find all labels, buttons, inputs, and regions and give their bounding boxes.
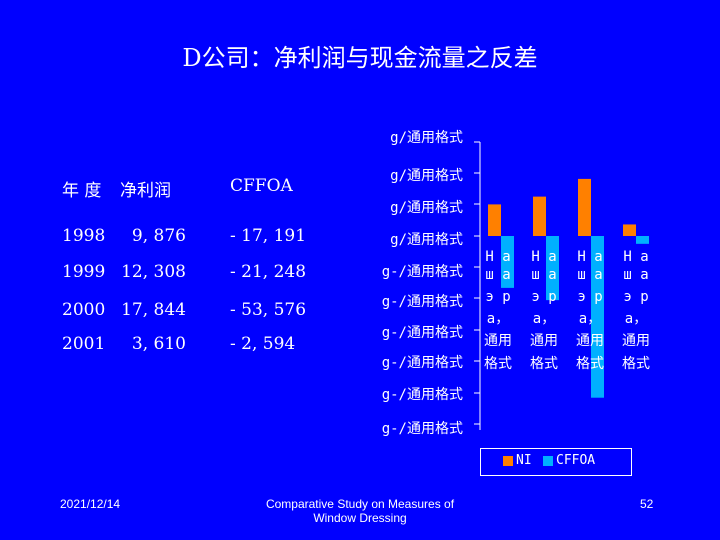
table-cell-cffoa: - 2, 594 (230, 334, 296, 354)
footer-caption-line1: Comparative Study on Measures of (265, 497, 455, 511)
y-tick-label: g-/通用格式 (381, 294, 463, 310)
table-cell-net-income: 17, 844 (121, 300, 186, 320)
y-tick-label: g-/通用格式 (381, 421, 463, 437)
y-tick-label: g-/通用格式 (381, 325, 463, 341)
y-tick-label: g-/通用格式 (381, 355, 463, 371)
category-label-1999: ш а (531, 267, 557, 283)
footer-caption-line2: Window Dressing (313, 511, 407, 525)
chart-axes (474, 141, 481, 430)
table-cell-year: 2000 (62, 300, 106, 320)
table-cell-net-income: 9, 876 (131, 226, 186, 246)
category-label-2001: 通用 (622, 333, 650, 349)
table-header-net-income: 净利润 (120, 181, 171, 201)
category-label-2000: Н а (577, 249, 603, 265)
category-label-1998: 通用 (484, 333, 512, 349)
table-cell-net-income: 12, 308 (121, 262, 186, 282)
bar-cffoa-1998 (501, 236, 514, 288)
bar-ni-2001 (623, 224, 636, 236)
table-cell-cffoa: - 53, 576 (230, 300, 307, 320)
category-label-2000: ш а (577, 267, 603, 283)
bar-cffoa-1999 (546, 236, 559, 301)
y-tick-label: g/通用格式 (390, 130, 463, 146)
category-label-1998: Н а (485, 249, 511, 265)
bar-group (488, 178, 649, 398)
y-tick-label: g/通用格式 (390, 232, 463, 248)
y-tick-label: g-/通用格式 (381, 387, 463, 403)
footer-caption: Comparative Study on Measures of Window … (240, 497, 480, 525)
category-label-2001: 格式 (622, 356, 650, 372)
category-label-1998: ш а (485, 267, 511, 283)
category-label-2000: э р (577, 289, 603, 305)
category-label-2000: 通用 (576, 333, 604, 349)
chart-legend: NI CFFOA (480, 448, 632, 476)
y-tick-label: g-/通用格式 (381, 264, 463, 280)
table-header-year: 年 度 (62, 181, 102, 201)
table-cell-year: 1999 (62, 262, 106, 282)
bar-ni-1999 (533, 196, 546, 236)
category-label-2001: Н а (623, 249, 649, 265)
page-number: 52 (640, 497, 654, 511)
legend-swatch-ni (503, 456, 513, 466)
y-tick-label: g/通用格式 (390, 200, 463, 216)
category-label-1999: а， (532, 311, 556, 327)
table-cell-net-income: 3, 610 (131, 334, 186, 354)
bar-cffoa-2001 (636, 236, 649, 244)
bar-ni-1998 (488, 204, 501, 236)
legend-label-ni: NI (516, 453, 532, 468)
category-label-2001: ш а (623, 267, 649, 283)
table-cell-cffoa: - 21, 248 (230, 262, 307, 282)
category-label-1998: э р (485, 289, 511, 305)
legend-swatch-cffoa (543, 456, 553, 466)
table-cell-year: 2001 (62, 334, 106, 354)
y-tick-label: g/通用格式 (390, 168, 463, 184)
category-label-2001: а， (624, 311, 648, 327)
category-label-2001: э р (623, 289, 649, 305)
category-label-2000: а， (578, 311, 602, 327)
footer-date: 2021/12/14 (60, 497, 121, 511)
legend-label-cffoa: CFFOA (556, 453, 596, 468)
bar-ni-2000 (578, 178, 591, 236)
table-cell-year: 1998 (62, 226, 106, 246)
category-label-1998: 格式 (484, 356, 512, 372)
slide-title: D公司：净利润与现金流量之反差 (182, 44, 538, 72)
category-label-1999: 通用 (530, 333, 558, 349)
table-header-cffoa: CFFOA (230, 176, 293, 196)
bar-cffoa-2000 (591, 236, 604, 398)
category-label-1998: а， (486, 311, 510, 327)
table-cell-cffoa: - 17, 191 (230, 226, 307, 246)
bar-chart (474, 141, 649, 430)
category-label-1999: э р (531, 289, 557, 305)
category-label-1999: Н а (531, 249, 557, 265)
category-label-1999: 格式 (530, 356, 558, 372)
category-label-2000: 格式 (576, 356, 604, 372)
